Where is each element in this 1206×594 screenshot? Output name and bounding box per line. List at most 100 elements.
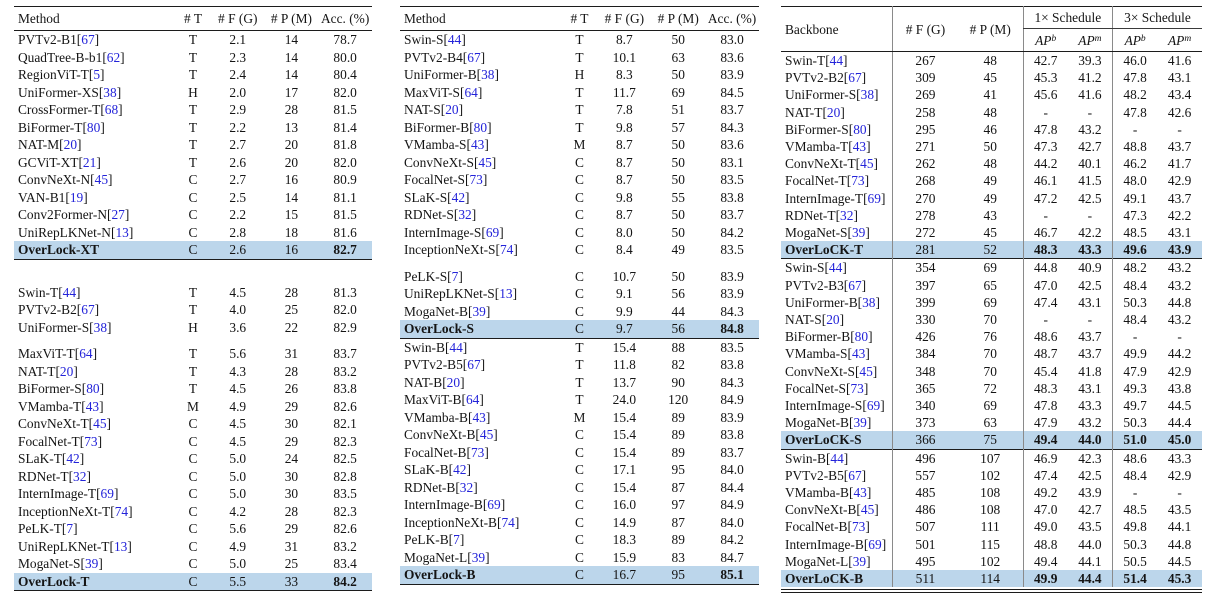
cite-link[interactable]: 38: [481, 67, 495, 82]
cite-link[interactable]: 69: [868, 536, 882, 552]
cite-link[interactable]: 80: [473, 119, 488, 135]
cite-link[interactable]: 20: [826, 312, 840, 328]
cite-link[interactable]: 80: [86, 119, 101, 135]
cite-link[interactable]: 32: [459, 479, 474, 495]
ap-mask-3x-cell: 44.5: [1167, 398, 1192, 414]
cite-link[interactable]: 38: [860, 87, 875, 103]
cite-bracket-close: ]: [100, 119, 105, 135]
cite-link[interactable]: 73: [851, 519, 866, 535]
cite-link[interactable]: 69: [866, 398, 881, 414]
cite-link[interactable]: 13: [499, 286, 513, 301]
cite-link[interactable]: 45: [860, 156, 874, 172]
cite-link[interactable]: 38: [103, 84, 117, 100]
cite-link[interactable]: 20: [63, 137, 78, 152]
cite-link[interactable]: 69: [867, 190, 881, 206]
cite-link[interactable]: 27: [111, 207, 125, 222]
cite-link[interactable]: 45: [860, 502, 875, 518]
cite-link[interactable]: 7: [451, 268, 459, 284]
cite-link[interactable]: 32: [458, 207, 472, 222]
cite-link[interactable]: 80: [853, 121, 867, 137]
cite-link[interactable]: 67: [848, 70, 862, 86]
table-row: SLaK-T[42] C 5.0 24 82.5: [14, 450, 372, 468]
cite-link[interactable]: 42: [453, 462, 467, 477]
cite-link[interactable]: 67: [848, 277, 862, 293]
cite-link[interactable]: 44: [829, 53, 844, 68]
cite-link[interactable]: 13: [115, 224, 129, 240]
cite-link[interactable]: 39: [851, 225, 866, 241]
cite-link[interactable]: 74: [114, 503, 129, 519]
cite-link[interactable]: 44: [447, 32, 462, 47]
cite-link[interactable]: 5: [93, 67, 101, 82]
cite-link[interactable]: 67: [81, 32, 95, 47]
cite-link[interactable]: 38: [93, 319, 108, 335]
cite-link[interactable]: 73: [84, 433, 98, 449]
cite-link[interactable]: 67: [467, 49, 481, 65]
cite-link[interactable]: 67: [848, 467, 862, 483]
cite-link[interactable]: 80: [86, 381, 100, 396]
cite-link[interactable]: 45: [478, 154, 492, 170]
cite-link[interactable]: 44: [828, 260, 843, 276]
cite-bracket-open: [: [848, 485, 854, 501]
cite-link[interactable]: 64: [465, 392, 480, 407]
cite-link[interactable]: 39: [852, 553, 867, 569]
cite-link[interactable]: 69: [487, 497, 501, 512]
ap-box-1x-cell: 47.0: [1022, 501, 1068, 519]
cite-link[interactable]: 43: [851, 346, 866, 362]
cite-link[interactable]: 67: [467, 357, 481, 372]
cite-link[interactable]: 39: [853, 415, 867, 431]
table-row: InceptionNeXt-B[74] C 14.9 87 84.0: [400, 514, 759, 532]
cite-link[interactable]: 43: [853, 485, 867, 501]
cite-link[interactable]: 39: [472, 303, 486, 319]
cite-link[interactable]: 45: [859, 363, 873, 379]
cite-link[interactable]: 45: [93, 416, 107, 431]
cite-link[interactable]: 73: [470, 444, 485, 460]
type-cell: C: [575, 268, 584, 284]
cite-link[interactable]: 19: [69, 189, 84, 205]
cite-link[interactable]: 69: [485, 224, 500, 240]
cite-link[interactable]: 13: [113, 538, 128, 554]
cite-link[interactable]: 43: [470, 137, 485, 152]
cite-link[interactable]: 7: [453, 532, 460, 547]
cite-link[interactable]: 80: [854, 329, 869, 345]
cite-link[interactable]: 74: [499, 242, 514, 257]
flops-cell: 8.7: [615, 207, 633, 222]
cite-link[interactable]: 44: [830, 450, 844, 466]
cite-link[interactable]: 32: [73, 468, 87, 484]
cite-link[interactable]: 64: [464, 84, 478, 100]
cite-link[interactable]: 38: [862, 294, 876, 310]
cite-link[interactable]: 20: [446, 374, 461, 390]
accuracy-cell: 81.4: [333, 119, 357, 135]
cite-link[interactable]: 43: [85, 398, 100, 414]
cite-link[interactable]: 39: [84, 556, 99, 571]
cite-link[interactable]: 45: [479, 427, 494, 442]
cite-link[interactable]: 74: [501, 514, 515, 530]
cite-link[interactable]: 68: [104, 102, 119, 117]
cite-link[interactable]: 42: [451, 189, 466, 205]
cite-link[interactable]: 73: [851, 173, 865, 189]
cite-link[interactable]: 43: [472, 409, 486, 425]
cite-link[interactable]: 21: [82, 154, 97, 170]
cite-link[interactable]: 67: [81, 302, 95, 317]
table-row: RDNet-S[32] C 8.7 50 83.7: [400, 206, 759, 224]
cite-link[interactable]: 64: [79, 346, 93, 361]
cite-link[interactable]: 20: [59, 363, 74, 379]
cite-link[interactable]: 32: [840, 207, 854, 223]
table-row: PeLK-T[7] C 5.6 29 82.6: [14, 520, 372, 538]
cite-link[interactable]: 20: [826, 104, 841, 120]
cite-link[interactable]: 45: [94, 172, 109, 187]
cite-link[interactable]: 42: [66, 451, 80, 466]
cite-link[interactable]: 73: [469, 172, 483, 187]
cite-link[interactable]: 44: [62, 284, 77, 300]
cite-link[interactable]: 62: [106, 49, 121, 65]
cite-link[interactable]: 44: [449, 339, 463, 355]
cite-link[interactable]: 69: [100, 486, 114, 501]
type-cell: T: [575, 119, 584, 135]
cite-bracket-open: [: [78, 154, 83, 170]
cite-link[interactable]: 39: [471, 549, 486, 565]
cite-link[interactable]: 20: [445, 102, 459, 117]
cite-link[interactable]: 7: [66, 521, 74, 536]
method-name: NAT-T: [785, 104, 823, 120]
cite-link[interactable]: 73: [850, 380, 864, 396]
cite-link[interactable]: 43: [852, 139, 867, 155]
flops-cell: 5.0: [229, 486, 247, 501]
